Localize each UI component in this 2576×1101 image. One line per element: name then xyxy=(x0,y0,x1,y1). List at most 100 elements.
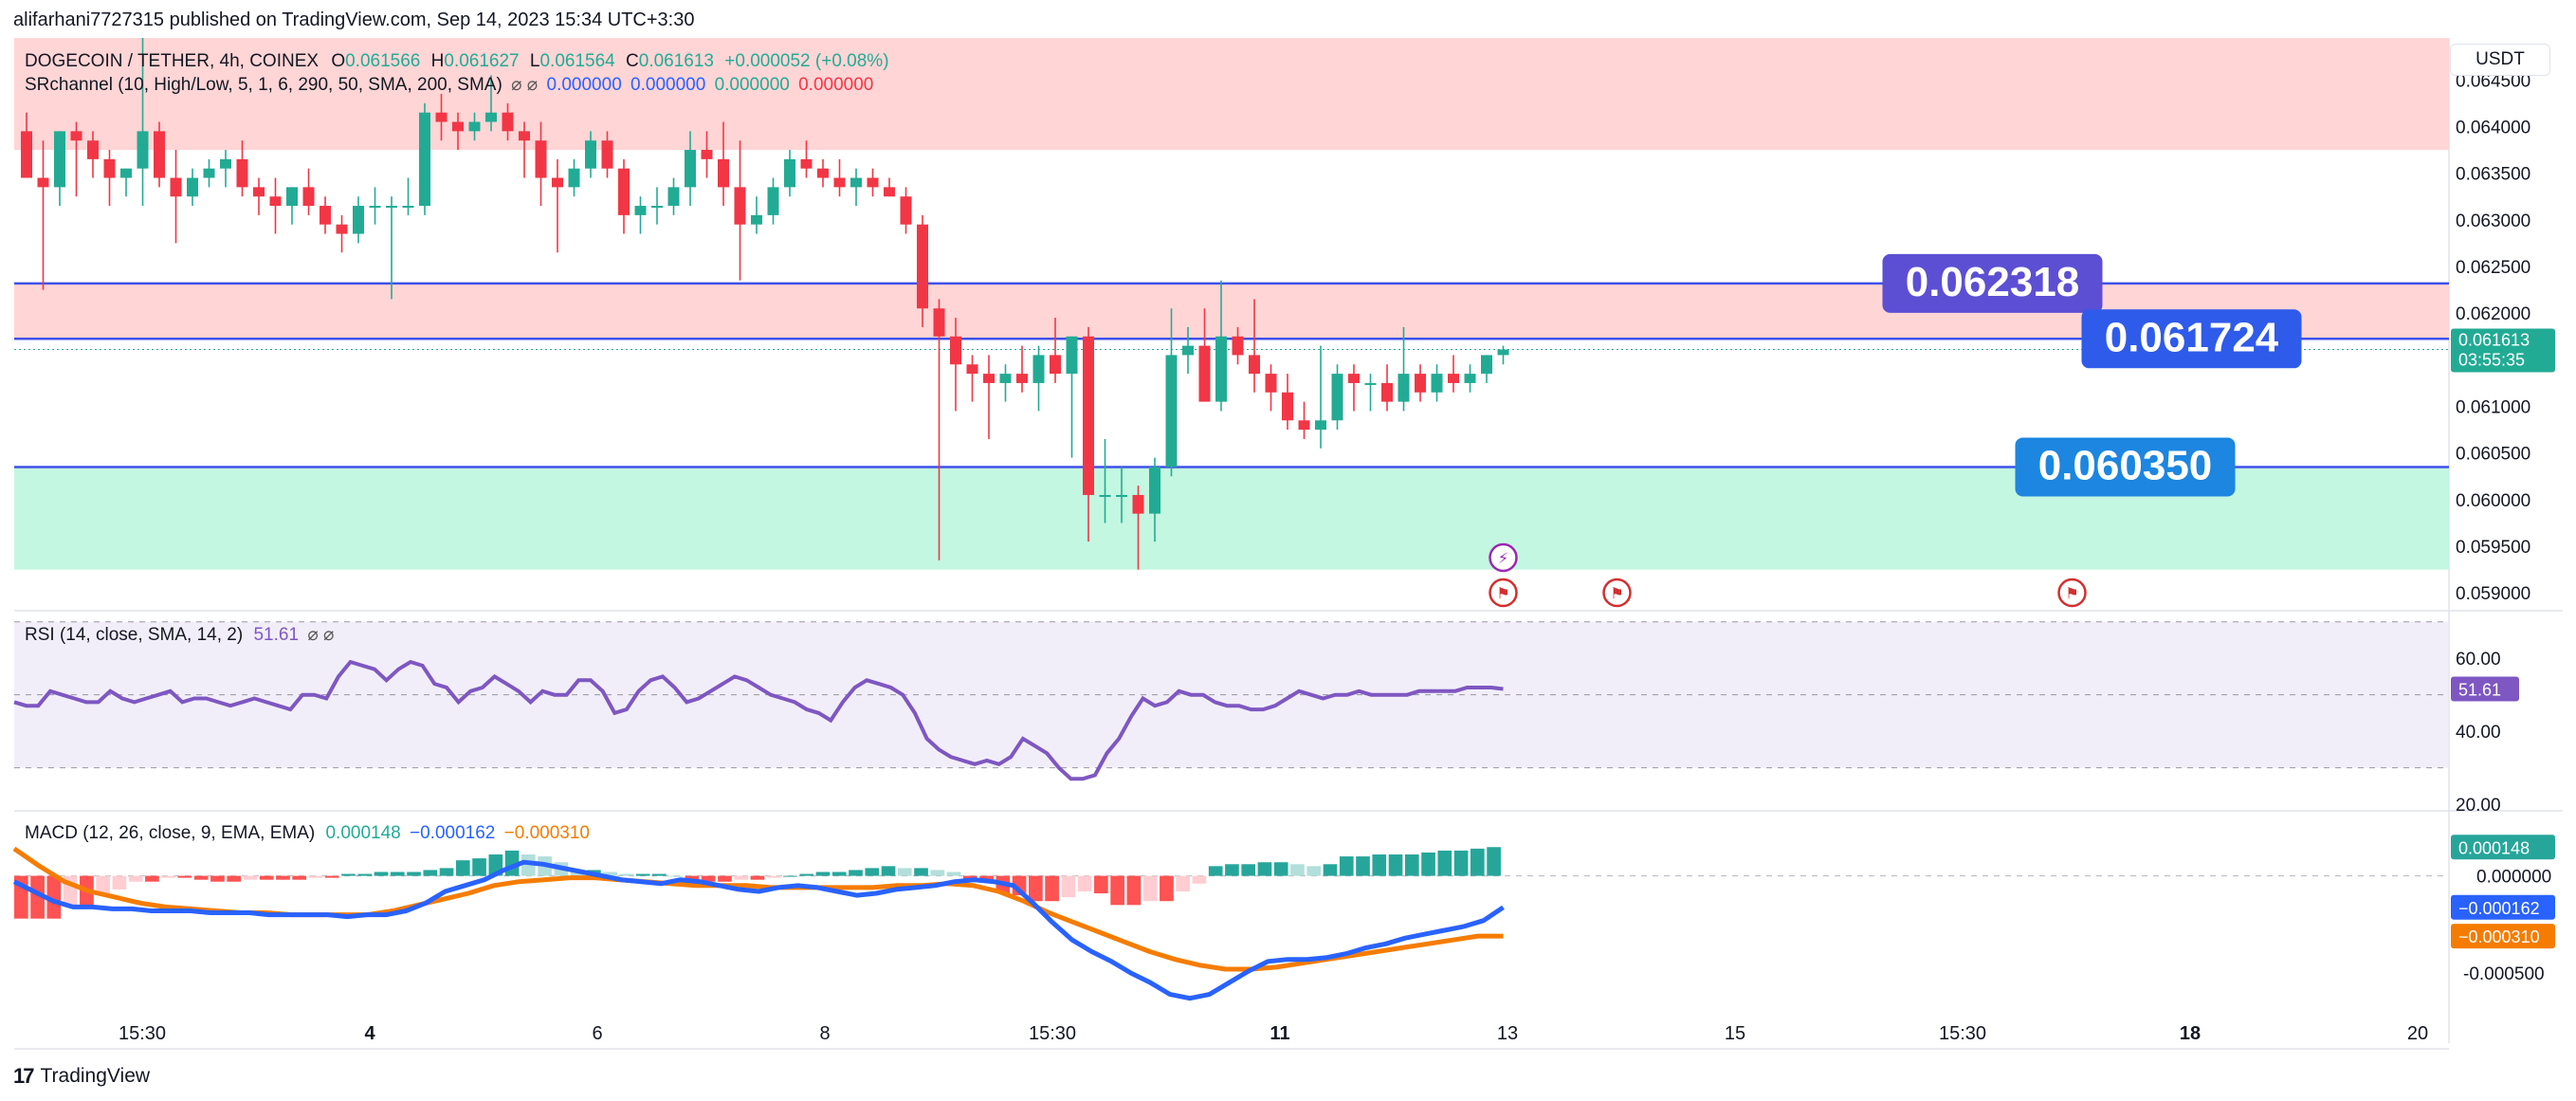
candle-body xyxy=(685,150,696,188)
symbol-name[interactable]: DOGECOIN / TETHER, 4h, COINEX xyxy=(25,51,320,71)
candle-body xyxy=(933,308,945,337)
macd-histogram-bar xyxy=(1176,875,1191,891)
macd-histogram-bar xyxy=(1323,864,1338,876)
candle-body xyxy=(1050,355,1061,375)
candle-body xyxy=(452,121,464,132)
candle-body xyxy=(568,168,580,188)
macd-histogram-bar xyxy=(96,875,110,896)
macd-histogram-bar xyxy=(308,875,323,878)
candle-body xyxy=(1364,382,1377,385)
macd-histogram-bar xyxy=(701,875,716,882)
candle-body xyxy=(618,168,630,215)
macd-histogram-bar xyxy=(390,872,405,876)
rsi-legend[interactable]: RSI (14, close, SMA, 14, 2) 51.61 ⌀ ⌀ xyxy=(25,624,334,646)
macd-hist-value: 0.000148 xyxy=(325,823,401,843)
macd-label[interactable]: MACD (12, 26, close, 9, EMA, EMA) xyxy=(25,823,316,843)
candle-body xyxy=(552,177,563,188)
candle-body xyxy=(1381,382,1393,402)
change-value: +0.000052 (+0.08%) xyxy=(724,51,889,71)
macd-histogram-bar xyxy=(276,875,290,880)
candle-body xyxy=(103,158,116,178)
macd-histogram-bar xyxy=(1241,864,1256,876)
macd-histogram-bar xyxy=(439,868,454,876)
macd-tick-label: -0.000500 xyxy=(2463,964,2545,984)
srchannel-legend[interactable]: SRchannel (10, High/Low, 5, 1, 6, 290, 5… xyxy=(25,74,873,96)
srchannel-value-1: 0.000000 xyxy=(546,75,622,95)
visibility-icons[interactable]: ⌀ ⌀ xyxy=(511,75,539,95)
macd-histogram-bar xyxy=(1192,875,1207,884)
price-tick-label: 0.060500 xyxy=(2456,445,2530,465)
flag-icon: ⚑ xyxy=(1496,584,1509,602)
macd-histogram-bar xyxy=(1421,852,1435,876)
macd-histogram-bar xyxy=(46,875,62,919)
candle-body xyxy=(1032,355,1045,383)
macd-signal-value: −0.000310 xyxy=(503,823,590,843)
time-tick-label: 11 xyxy=(1270,1023,1289,1044)
symbol-legend[interactable]: DOGECOIN / TETHER, 4h, COINEX O0.061566 … xyxy=(25,51,889,72)
candle-body xyxy=(667,187,680,207)
macd-histogram-bar xyxy=(1404,854,1419,876)
flag-icon: ⚑ xyxy=(1610,584,1623,602)
macd-histogram-bar xyxy=(718,875,732,882)
rsi-visibility-icons[interactable]: ⌀ ⌀ xyxy=(307,625,335,645)
candle-body xyxy=(70,131,82,141)
macd-histogram-bar xyxy=(668,875,683,877)
last-price-tag xyxy=(2451,328,2555,373)
candle-body xyxy=(502,112,514,132)
macd-value-tag-text: −0.000310 xyxy=(2458,927,2540,946)
macd-histogram-bar xyxy=(1077,875,1092,891)
candle-body xyxy=(983,374,995,383)
candle-body xyxy=(718,158,729,188)
macd-histogram-bar xyxy=(1356,856,1370,876)
macd-histogram-bar xyxy=(1045,875,1059,902)
candle-body xyxy=(220,158,231,169)
macd-legend[interactable]: MACD (12, 26, close, 9, EMA, EMA) 0.0001… xyxy=(25,823,590,844)
srchannel-label[interactable]: SRchannel (10, High/Low, 5, 1, 6, 290, 5… xyxy=(25,75,502,95)
candle-body xyxy=(286,187,298,207)
candle-body xyxy=(353,206,364,234)
macd-histogram-bar xyxy=(292,875,307,880)
candle-body xyxy=(1464,374,1476,383)
candle-body xyxy=(833,177,846,188)
footer-brand[interactable]: 17 TradingView xyxy=(13,1064,150,1089)
macd-histogram-bar xyxy=(259,875,274,880)
candle-body xyxy=(1016,374,1028,383)
candle-body xyxy=(1398,374,1410,402)
macd-value-tag xyxy=(2451,835,2555,860)
level-badge xyxy=(2015,437,2236,497)
price-tick-label: 0.063500 xyxy=(2456,165,2530,185)
macd-histogram-bar xyxy=(652,873,667,876)
rsi-tick-label: 40.00 xyxy=(2456,723,2501,743)
macd-histogram-bar xyxy=(1470,848,1485,876)
price-tick-label: 0.059000 xyxy=(2456,584,2530,604)
candle-body xyxy=(817,168,829,178)
candle-body xyxy=(917,224,928,309)
candle-body xyxy=(1232,336,1244,356)
footer-brand-text: TradingView xyxy=(40,1065,151,1087)
price-tick-label: 0.064000 xyxy=(2456,118,2530,138)
candle-body xyxy=(1497,349,1509,356)
time-tick-label: 4 xyxy=(364,1023,375,1044)
candle-body xyxy=(751,214,762,225)
macd-histogram-bar xyxy=(1487,847,1501,876)
price-tick-label: 0.062000 xyxy=(2456,304,2530,324)
currency-selector[interactable]: USDT xyxy=(2450,44,2550,76)
candle-body xyxy=(966,364,978,375)
candle-body xyxy=(1149,467,1160,514)
macd-histogram-bar xyxy=(161,875,175,878)
candle-body xyxy=(1431,374,1443,393)
rsi-label[interactable]: RSI (14, close, SMA, 14, 2) xyxy=(25,625,244,645)
macd-line xyxy=(12,859,1505,1001)
close-label: C xyxy=(626,51,639,71)
candle-body xyxy=(519,131,530,141)
candle-body xyxy=(1249,355,1260,375)
candle-body xyxy=(154,131,165,178)
macd-histogram-bar xyxy=(193,875,209,880)
macd-histogram-bar xyxy=(750,875,765,880)
macd-histogram-bar xyxy=(930,870,945,876)
candle-body xyxy=(601,140,613,169)
macd-tick-label: 0.000000 xyxy=(2476,868,2551,888)
macd-histogram-bar xyxy=(1339,856,1354,876)
rsi-line xyxy=(13,659,1504,781)
